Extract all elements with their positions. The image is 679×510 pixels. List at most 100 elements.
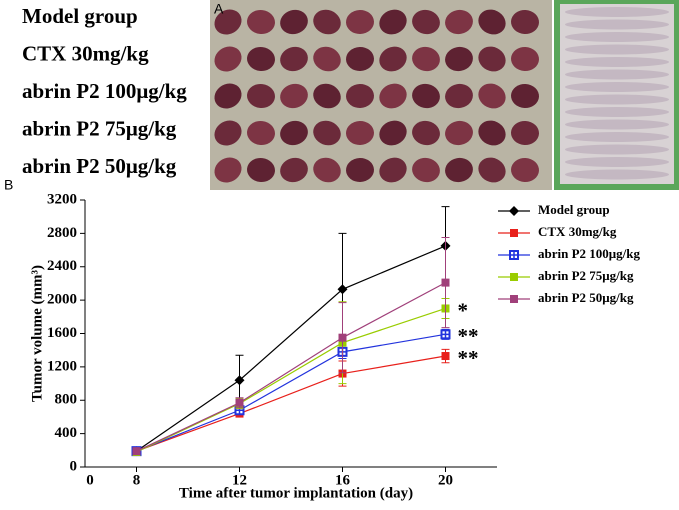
- organ: [565, 19, 669, 30]
- legend-label: CTX 30mg/kg: [538, 224, 617, 239]
- tumor: [280, 157, 308, 183]
- tumor: [346, 83, 374, 109]
- organ: [565, 82, 669, 92]
- tumor: [445, 9, 473, 35]
- organ: [565, 107, 669, 117]
- series-line: [136, 355, 446, 452]
- group-label: abrin P2 100μg/kg: [22, 79, 187, 103]
- tumor: [247, 157, 275, 183]
- organ: [565, 44, 669, 55]
- data-point: [234, 375, 245, 386]
- tumor: [478, 83, 506, 109]
- series-line: [136, 307, 446, 453]
- series-line: [136, 245, 446, 452]
- tumor: [511, 157, 539, 183]
- organ: [565, 157, 669, 167]
- tumor: [379, 157, 407, 183]
- tumor: [445, 120, 473, 146]
- y-tick-label: 0: [70, 458, 78, 474]
- tumor: [214, 9, 242, 35]
- legend-marker: [510, 273, 518, 281]
- tumor: [412, 9, 440, 35]
- tumor: [247, 46, 275, 72]
- marker-cross: [441, 330, 450, 339]
- y-tick-label: 1200: [47, 358, 77, 374]
- group-label: abrin P2 75μg/kg: [22, 116, 177, 140]
- significance-mark: **: [458, 324, 479, 348]
- tumor: [247, 120, 275, 146]
- significance-mark: **: [458, 346, 479, 370]
- legend-label: abrin P2 50μg/kg: [538, 290, 634, 305]
- data-point: [235, 398, 244, 407]
- tumor: [379, 120, 407, 146]
- tumor: [478, 157, 506, 183]
- tumor: [313, 46, 341, 72]
- x-tick-label: 20: [438, 472, 453, 488]
- tumor: [511, 9, 539, 35]
- organ: [565, 32, 669, 42]
- x-tick-label: 12: [232, 472, 247, 488]
- data-point: [338, 333, 347, 342]
- tumor: [313, 83, 341, 109]
- tumor: [346, 157, 374, 183]
- organ: [565, 119, 669, 130]
- tumor: [379, 9, 407, 35]
- y-tick-label: 400: [55, 425, 78, 441]
- tumor: [247, 9, 275, 35]
- organ: [565, 94, 669, 105]
- legend-marker: [510, 295, 518, 303]
- y-tick-label: 2400: [47, 258, 77, 274]
- y-tick-label: 1600: [47, 325, 77, 341]
- y-tick-label: 3200: [47, 191, 77, 207]
- tumor: [214, 46, 242, 72]
- tumor: [280, 83, 308, 109]
- x-tick-label: 8: [133, 472, 141, 488]
- legend-marker: [509, 250, 519, 260]
- tumor: [346, 120, 374, 146]
- tumor: [280, 46, 308, 72]
- y-tick-label: 800: [55, 392, 78, 408]
- tumor: [379, 83, 407, 109]
- tumor: [214, 157, 242, 183]
- x-origin-label: 0: [86, 472, 94, 488]
- x-axis-title: Time after tumor implantation (day): [179, 485, 413, 501]
- panel-label: B: [4, 177, 13, 193]
- tumor: [346, 46, 374, 72]
- organ: [565, 57, 669, 67]
- tumor: [511, 83, 539, 109]
- tumor: [445, 46, 473, 72]
- tumor: [478, 46, 506, 72]
- y-tick-label: 2800: [47, 225, 77, 241]
- organ: [565, 7, 669, 17]
- tumor: [247, 83, 275, 109]
- data-point: [337, 284, 348, 295]
- marker-cross: [510, 251, 518, 259]
- organ: [565, 144, 669, 155]
- tumor: [412, 157, 440, 183]
- tumor: [214, 120, 242, 146]
- tumor: [346, 9, 374, 35]
- legend-label: abrin P2 75μg/kg: [538, 268, 634, 283]
- tumor: [280, 9, 308, 35]
- organ: [565, 169, 669, 180]
- tumor: [511, 46, 539, 72]
- tumor: [412, 46, 440, 72]
- data-point: [440, 329, 451, 340]
- tumor: [313, 120, 341, 146]
- legend-label: Model group: [538, 202, 610, 217]
- legend-marker: [509, 206, 519, 216]
- tumor: [445, 157, 473, 183]
- y-axis-title: Tumor volume (mm³): [29, 265, 45, 402]
- legend-label: abrin P2 100μg/kg: [538, 246, 640, 261]
- tumor: [412, 83, 440, 109]
- tumor: [214, 83, 242, 109]
- organ: [565, 69, 669, 80]
- tumor: [280, 120, 308, 146]
- tumor: [478, 9, 506, 35]
- tumor: [412, 120, 440, 146]
- tumor: [511, 120, 539, 146]
- organ: [565, 132, 669, 142]
- y-tick-label: 2000: [47, 292, 77, 308]
- data-point: [441, 278, 450, 287]
